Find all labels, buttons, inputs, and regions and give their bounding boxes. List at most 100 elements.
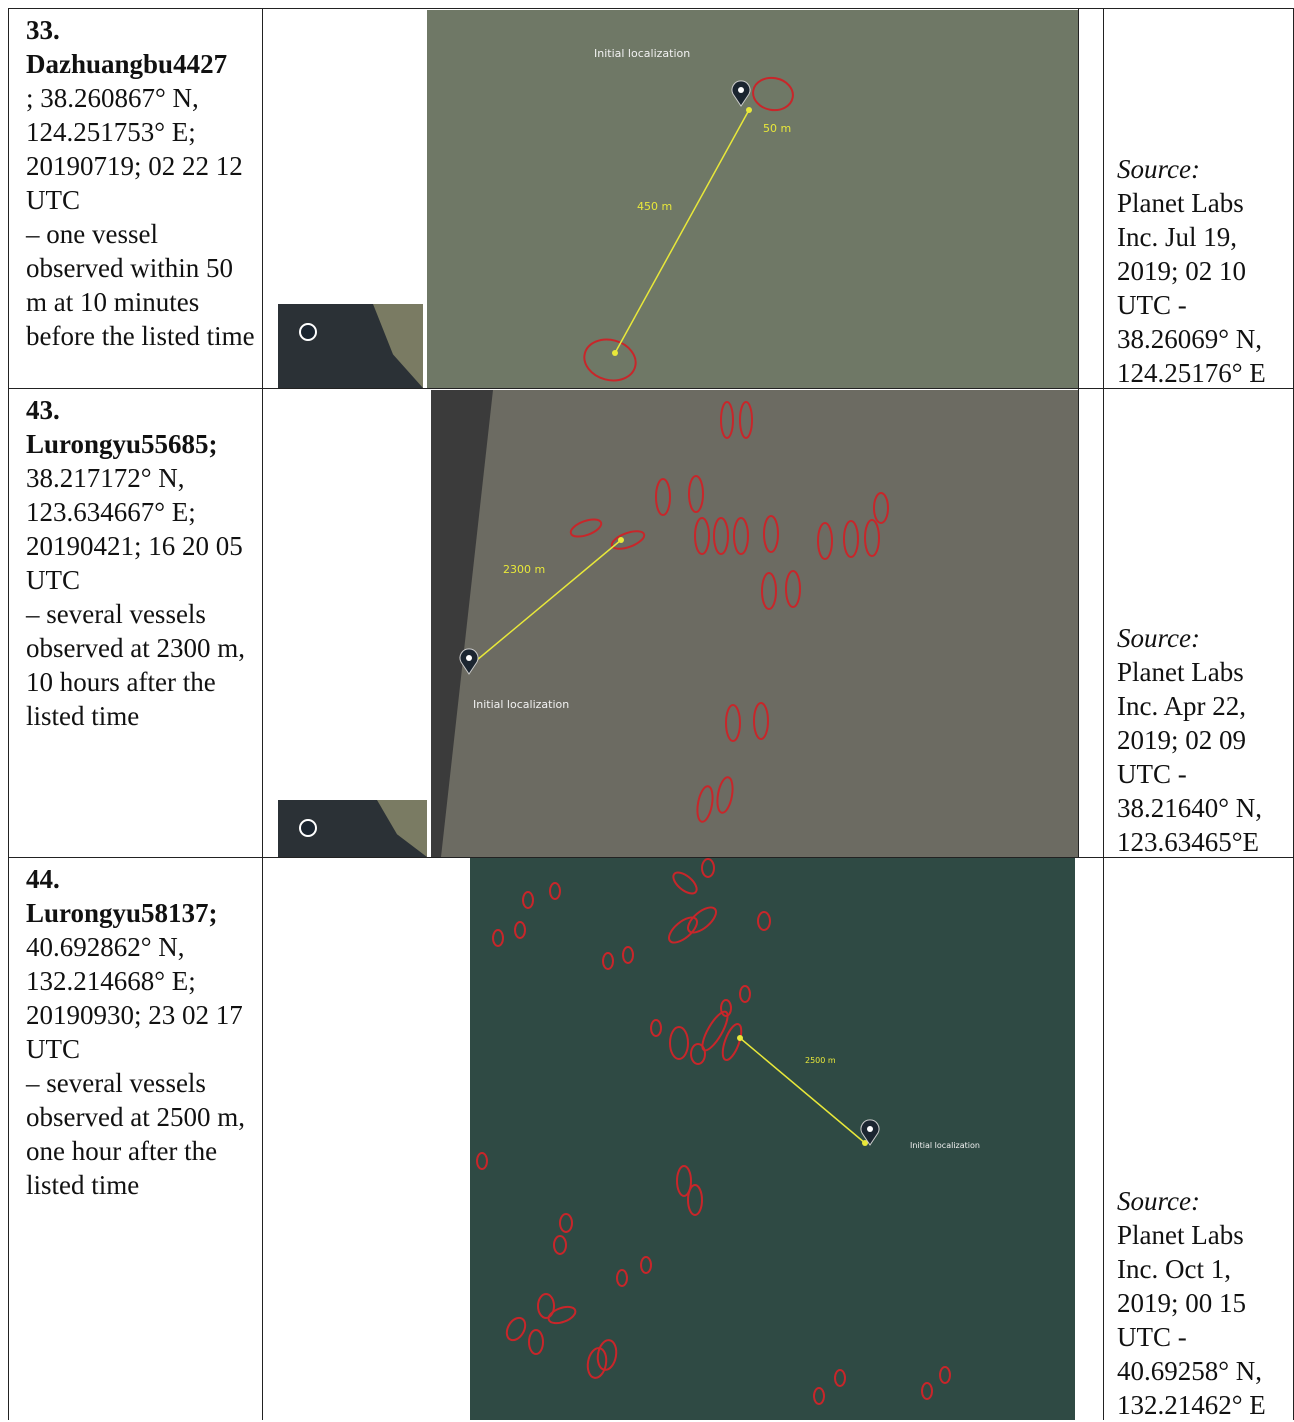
vessel-marker <box>757 911 771 931</box>
source: Source: Planet Labs Inc. Jul 19, 2019; 02… <box>1117 152 1289 390</box>
row-description: 44. Lurongyu58137; 40.692862° N, 132.21466… <box>26 862 258 1202</box>
vessel-marker <box>569 518 603 538</box>
inset-pin <box>299 819 317 837</box>
rule <box>8 8 9 1420</box>
observation: – several vessels observed at 2300 m, 10… <box>26 599 245 731</box>
vessel-marker <box>813 1387 825 1405</box>
vessel-marker <box>547 1305 577 1325</box>
vessel-marker <box>559 1213 573 1233</box>
vessel-marker <box>610 530 646 550</box>
vessel-marker <box>752 76 794 112</box>
vessel-name: Dazhuangbu4427 <box>26 49 228 79</box>
rule <box>262 8 263 1420</box>
vessel-marker <box>514 921 526 939</box>
image-shadow <box>431 390 493 857</box>
inset-map <box>278 800 427 857</box>
vessel-marker <box>696 785 714 823</box>
vessel-marker <box>622 946 634 964</box>
source-text: Planet Labs Inc. Jul 19, 2019; 02 10 UTC… <box>1117 188 1266 388</box>
localization-label: Initial localization <box>910 1141 980 1150</box>
entry-number: 44. <box>26 864 60 894</box>
pin-dot <box>466 655 472 661</box>
image-bg <box>470 858 1075 1420</box>
vessel-marker <box>834 1369 846 1387</box>
vessel-marker <box>476 1152 488 1170</box>
vessel-details: 40.692862° N, 132.214668° E; 20190930; 2… <box>26 932 243 1064</box>
localization-label: Initial localization <box>594 47 690 60</box>
vessel-marker <box>667 916 699 944</box>
arrow-end <box>862 1140 868 1146</box>
vessel-marker <box>739 985 751 1003</box>
localization-label: Initial localization <box>473 698 569 711</box>
source: Source: Planet Labs Inc. Oct 1, 2019; 00 … <box>1117 1184 1289 1422</box>
arrow-end <box>618 537 624 543</box>
vessel-marker <box>761 572 777 610</box>
vessel-marker <box>725 704 741 742</box>
vessel-marker <box>817 522 833 560</box>
rule <box>8 388 1294 389</box>
distance-label: 450 m <box>637 200 672 213</box>
vessel-marker <box>687 1184 703 1216</box>
entry-number: 33. <box>26 15 60 45</box>
vessel-marker <box>713 517 729 555</box>
vessel-marker <box>596 1339 618 1371</box>
vessel-marker <box>864 519 880 557</box>
vessel-marker <box>690 1043 706 1065</box>
source-label: Source: <box>1117 154 1200 184</box>
vessel-marker <box>921 1382 933 1400</box>
rule <box>1078 8 1079 388</box>
arrow-end <box>612 350 618 356</box>
vessel-marker <box>939 1366 951 1384</box>
vessel-details: ; 38.260867° N, 124.251753° E; 20190719;… <box>26 83 243 215</box>
image-bg <box>427 10 1078 388</box>
distance-line <box>614 109 750 354</box>
arrow-end <box>746 107 752 113</box>
location-pin <box>860 1119 880 1146</box>
vessel-marker <box>739 401 753 439</box>
vessel-marker <box>672 871 698 895</box>
source: Source: Planet Labs Inc. Apr 22, 2019; 02… <box>1117 621 1289 859</box>
vessel-marker <box>676 1165 692 1197</box>
vessel-marker <box>655 478 671 516</box>
distance-line <box>739 1037 866 1144</box>
vessel-marker <box>720 401 734 439</box>
satellite-image: Initial localization 2500 m <box>470 858 1075 1420</box>
source-label: Source: <box>1117 623 1200 653</box>
location-pin <box>459 648 479 675</box>
distance-line <box>470 539 622 666</box>
vessel-marker <box>733 517 749 555</box>
satellite-image: Initial localization 450 m 50 m <box>427 10 1078 388</box>
rule <box>8 857 1294 858</box>
vessel-marker <box>785 570 801 608</box>
inset-map <box>278 304 423 388</box>
distance-label: 2500 m <box>805 1056 836 1065</box>
vessel-name: Lurongyu55685; <box>26 429 218 459</box>
inset-land <box>373 304 423 388</box>
vessel-marker <box>616 1269 628 1287</box>
vessel-marker <box>583 338 637 382</box>
vessel-marker <box>650 1019 662 1037</box>
entry-number: 43. <box>26 395 60 425</box>
vessel-marker <box>528 1329 544 1355</box>
vessel-marker <box>640 1256 652 1274</box>
pin-dot <box>867 1126 873 1132</box>
arrow-end <box>737 1035 743 1041</box>
inset-pin <box>299 323 317 341</box>
distance-label: 2300 m <box>503 563 545 576</box>
offset-label: 50 m <box>763 122 791 135</box>
vessel-marker <box>522 891 534 909</box>
rule <box>1103 8 1104 1420</box>
row-description: 43. Lurongyu55685; 38.217172° N, 123.63466… <box>26 393 258 733</box>
observation: – one vessel observed within 50 m at 10 … <box>26 219 255 351</box>
vessel-marker <box>694 517 710 555</box>
image-bg <box>431 390 1078 857</box>
source-label: Source: <box>1117 1186 1200 1216</box>
vessel-marker <box>720 999 732 1017</box>
vessel-marker <box>549 882 561 900</box>
vessel-name: Lurongyu58137; <box>26 898 218 928</box>
rule <box>8 8 1294 9</box>
vessel-marker <box>701 1010 729 1052</box>
vessel-marker <box>843 520 859 558</box>
source-text: Planet Labs Inc. Oct 1, 2019; 00 15 UTC … <box>1117 1220 1266 1420</box>
